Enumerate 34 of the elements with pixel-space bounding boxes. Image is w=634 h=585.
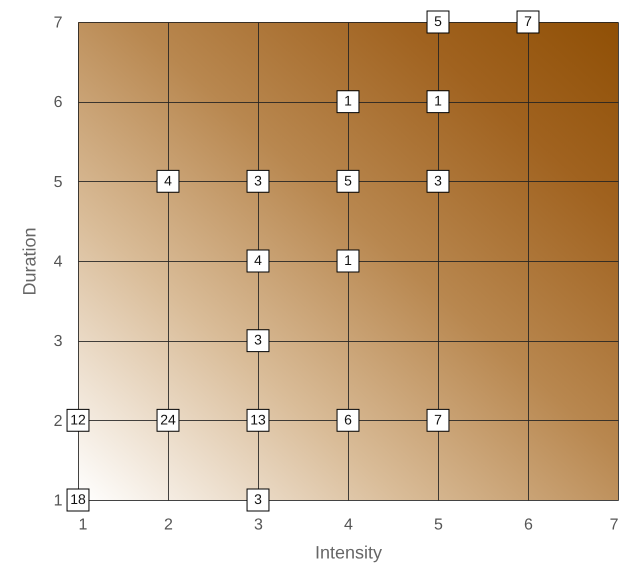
- text: 3: [254, 332, 262, 348]
- text: 5: [434, 13, 442, 29]
- text: 7: [434, 411, 442, 428]
- y-tick-label: 6: [54, 94, 63, 112]
- text: 1: [434, 92, 442, 109]
- text: 18: [70, 491, 86, 507]
- x-tick-label: 4: [344, 516, 354, 534]
- x-tick-label: 1: [78, 516, 88, 534]
- text: 7: [524, 13, 532, 29]
- x-tick-label: 5: [434, 516, 444, 534]
- y-axis-title: Duration: [20, 227, 40, 296]
- text: 3: [254, 172, 262, 188]
- text: 4: [164, 172, 172, 188]
- text: 24: [160, 411, 176, 428]
- y-tick-label: 4: [54, 254, 63, 270]
- x-tick-label: 3: [254, 516, 264, 534]
- text: 4: [254, 252, 262, 268]
- x-tick-label: 7: [610, 516, 619, 534]
- text: 13: [250, 411, 266, 428]
- x-tick-label: 2: [164, 516, 174, 534]
- text: 1: [344, 92, 352, 109]
- y-tick-label: 5: [54, 174, 63, 191]
- x-axis-title: Intensity: [314, 542, 382, 562]
- text: 5: [344, 172, 352, 188]
- text: 3: [434, 172, 442, 188]
- y-tick-label: 1: [54, 492, 63, 510]
- y-tick-label: 2: [54, 412, 63, 430]
- y-tick-label: 7: [54, 14, 63, 32]
- text: 1: [344, 252, 352, 268]
- text: 12: [70, 411, 86, 428]
- text: 6: [344, 411, 352, 428]
- x-tick-label: 6: [524, 516, 534, 534]
- y-tick-label: 3: [54, 333, 63, 350]
- text: 3: [254, 491, 262, 507]
